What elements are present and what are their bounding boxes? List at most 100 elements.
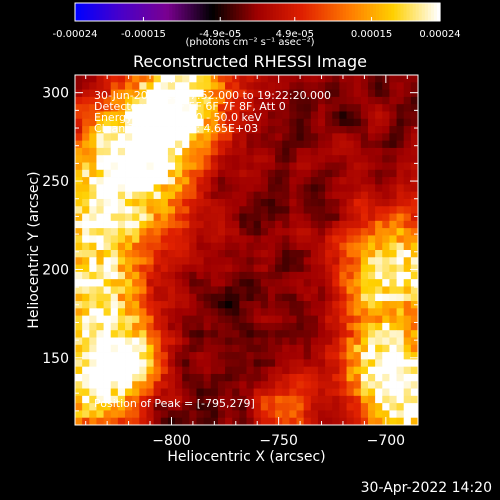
heatmap-cell bbox=[167, 213, 176, 222]
heatmap-cell bbox=[310, 315, 319, 324]
heatmap-cell bbox=[110, 235, 119, 244]
heatmap-cell bbox=[382, 89, 390, 98]
heatmap-cell bbox=[167, 242, 176, 251]
heatmap-cell bbox=[125, 126, 133, 134]
heatmap-cell bbox=[125, 228, 133, 236]
heatmap-cell bbox=[160, 177, 169, 185]
heatmap-cell bbox=[410, 228, 419, 236]
colorbar-swatch bbox=[421, 3, 426, 21]
heatmap-cell bbox=[146, 198, 155, 207]
heatmap-cell bbox=[175, 395, 183, 404]
heatmap-cell bbox=[289, 133, 297, 142]
heatmap-cell bbox=[175, 155, 183, 163]
colorbar-swatch bbox=[99, 3, 103, 21]
heatmap-cell bbox=[246, 191, 255, 200]
heatmap-cell bbox=[282, 133, 290, 142]
heatmap-cell bbox=[139, 381, 147, 389]
heatmap-cell bbox=[96, 330, 104, 338]
heatmap-cell bbox=[267, 96, 276, 105]
heatmap-cell bbox=[167, 162, 176, 171]
heatmap-cell bbox=[232, 359, 240, 368]
heatmap-cell bbox=[253, 140, 262, 149]
heatmap-cell bbox=[239, 155, 247, 163]
heatmap-cell bbox=[96, 155, 104, 163]
x-tick-label: −750 bbox=[259, 433, 297, 449]
heatmap-cell bbox=[353, 410, 362, 419]
heatmap-cell bbox=[389, 228, 397, 236]
heatmap-cell bbox=[317, 286, 326, 295]
heatmap-cell bbox=[225, 82, 233, 90]
heatmap-cell bbox=[125, 89, 133, 98]
heatmap-cell bbox=[203, 388, 212, 397]
colorbar-swatch bbox=[357, 3, 362, 21]
heatmap-cell bbox=[267, 257, 276, 265]
heatmap-cell bbox=[82, 264, 90, 273]
heatmap-cell bbox=[403, 155, 412, 163]
heatmap-cell bbox=[196, 155, 205, 163]
heatmap-cell bbox=[239, 301, 247, 309]
heatmap-cell bbox=[75, 169, 83, 178]
heatmap-cell bbox=[132, 403, 140, 411]
heatmap-cell bbox=[367, 89, 376, 98]
heatmap-cell bbox=[303, 279, 312, 287]
heatmap-cell bbox=[403, 133, 412, 142]
heatmap-cell bbox=[103, 315, 112, 324]
heatmap-cell bbox=[217, 96, 226, 105]
heatmap-cell bbox=[332, 213, 340, 222]
heatmap-cell bbox=[189, 308, 197, 317]
heatmap-cell bbox=[203, 220, 212, 229]
heatmap-cell bbox=[232, 147, 240, 156]
colorbar: -0.00024 -0.00015 -4.9e-05 4.9e-05 0.00015 0.… bbox=[53, 2, 461, 40]
heatmap-cell bbox=[160, 373, 169, 382]
heatmap-cell bbox=[175, 191, 183, 200]
heatmap-cell bbox=[132, 381, 140, 389]
heatmap-cell bbox=[282, 89, 290, 98]
heatmap-cell bbox=[396, 381, 405, 389]
heatmap-cell bbox=[260, 177, 269, 185]
heatmap-cell bbox=[175, 403, 183, 411]
heatmap-cell bbox=[182, 410, 190, 419]
heatmap-cell bbox=[239, 140, 247, 149]
heatmap-cell bbox=[196, 257, 205, 265]
heatmap-cell bbox=[167, 104, 176, 112]
heatmap-cell bbox=[339, 82, 347, 90]
heatmap-cell bbox=[353, 337, 362, 346]
heatmap-cell bbox=[110, 250, 119, 258]
heatmap-cell bbox=[289, 75, 297, 83]
colorbar-units: (photons cm⁻² s⁻¹ asec⁻²) bbox=[185, 37, 315, 48]
heatmap-cell bbox=[246, 96, 255, 105]
heatmap-cell bbox=[75, 162, 83, 171]
heatmap-cell bbox=[96, 373, 104, 382]
heatmap-cell bbox=[382, 403, 390, 411]
colorbar-swatch bbox=[275, 3, 280, 21]
heatmap-cell bbox=[96, 381, 104, 389]
heatmap-cell bbox=[275, 104, 283, 112]
heatmap-cell bbox=[139, 308, 147, 317]
heatmap-cell bbox=[339, 162, 347, 171]
heatmap-cell bbox=[375, 184, 383, 193]
heatmap-cell bbox=[196, 82, 205, 90]
heatmap-cell bbox=[239, 322, 247, 331]
footer-date: 30-Apr-2022 14:20 bbox=[360, 480, 492, 496]
heatmap-cell bbox=[410, 133, 419, 142]
heatmap-cell bbox=[346, 206, 355, 214]
heatmap-cell bbox=[82, 381, 90, 389]
heatmap-cell bbox=[175, 366, 183, 375]
heatmap-cell bbox=[217, 344, 226, 353]
heatmap-cell bbox=[182, 206, 190, 214]
heatmap-cell bbox=[182, 169, 190, 178]
heatmap-cell bbox=[360, 257, 369, 265]
heatmap-cell bbox=[289, 155, 297, 163]
heatmap-cell bbox=[303, 235, 312, 244]
heatmap-cell bbox=[282, 140, 290, 149]
heatmap-cell bbox=[96, 75, 104, 83]
heatmap-cell bbox=[275, 155, 283, 163]
heatmap-cell bbox=[217, 381, 226, 389]
heatmap-cell bbox=[103, 184, 112, 193]
heatmap-cell bbox=[396, 198, 405, 207]
colorbar-swatch bbox=[132, 3, 137, 21]
heatmap-cell bbox=[146, 264, 155, 273]
heatmap-cell bbox=[89, 388, 97, 397]
heatmap-cell bbox=[346, 75, 355, 83]
heatmap-cell bbox=[267, 366, 276, 375]
